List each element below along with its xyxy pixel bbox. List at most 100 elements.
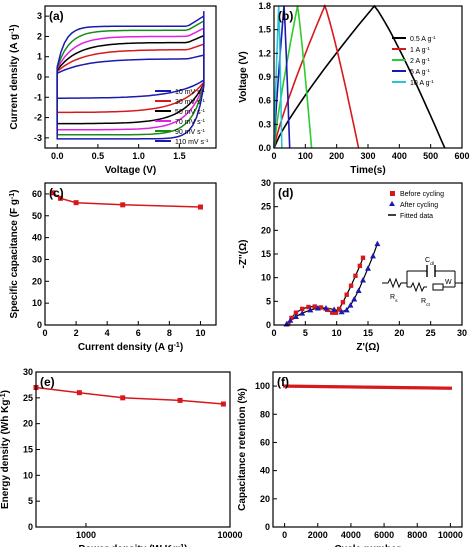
retention-point (436, 386, 440, 390)
retention-point (302, 384, 306, 388)
legend-entry: Fitted data (400, 213, 433, 220)
y-tick-label: 40 (32, 233, 42, 243)
retention-point (355, 385, 359, 389)
retention-point (448, 386, 452, 390)
retention-point (314, 384, 318, 389)
x-tick-label: 5 (303, 328, 308, 338)
before-cycling-point (289, 315, 294, 321)
after-cycling-point (351, 295, 358, 302)
y-tick-label: 30 (261, 178, 271, 188)
after-cycling-point (307, 306, 314, 313)
before-cycling-point (318, 305, 324, 310)
legend-entry: 5 A g-1 (410, 68, 430, 77)
x-tick-label: 0 (42, 328, 47, 338)
retention-point (362, 385, 366, 389)
x-tick-label: 10000 (217, 530, 242, 540)
y-tick-label: 1.2 (258, 48, 271, 58)
retention-point (299, 384, 304, 388)
legend-entry: 10 mV s-1 (175, 88, 205, 97)
y-axis-label: Energy density (Wh Kg-1) (0, 390, 11, 509)
cdl-label: Cdl (425, 257, 434, 267)
y-tick-label: 15 (23, 445, 33, 455)
retention-point (343, 385, 347, 389)
retention-point (369, 385, 373, 389)
retention-point (439, 386, 443, 390)
retention-point (374, 385, 378, 389)
y-tick-label: 0 (37, 72, 42, 82)
retention-point (379, 385, 383, 389)
legend-entry: 90 mV s-1 (175, 128, 205, 137)
x-tick-label: 1.0 (132, 151, 145, 161)
retention-point (283, 384, 287, 388)
before-cycling-point (360, 255, 366, 260)
y-tick-label: 0.3 (258, 119, 271, 129)
y-tick-label: 0 (37, 320, 42, 330)
x-tick-label: 0 (271, 328, 276, 338)
x-tick-label: 300 (360, 151, 375, 161)
y-tick-label: 0 (28, 522, 33, 532)
y-tick-label: 20 (260, 494, 270, 504)
y-tick-label: 25 (23, 393, 33, 403)
retention-point (338, 385, 342, 389)
before-cycling-point (344, 292, 349, 297)
retention-point (328, 385, 332, 389)
y-tick-label: 40 (260, 466, 270, 476)
x-tick-label: 200 (329, 151, 344, 161)
retention-point (386, 385, 390, 390)
retention-point (359, 385, 364, 389)
data-point (177, 397, 183, 403)
retention-point (345, 385, 349, 389)
before-cycling-point (300, 306, 305, 312)
plot-frame (44, 5, 217, 149)
retention-point (367, 385, 371, 389)
before-cycling-point (340, 300, 346, 305)
y-tick-label: 5 (266, 296, 271, 306)
retention-point (350, 385, 354, 389)
before-cycling-point (353, 273, 358, 278)
panel-label: (f) (277, 375, 289, 389)
legend-entry: 2 A g-1 (410, 57, 430, 66)
x-tick-label: 25 (426, 328, 436, 338)
cv-loop (56, 41, 205, 114)
x-tick-label: 10 (332, 328, 342, 338)
y-tick-label: 3 (37, 11, 42, 21)
data-point (58, 195, 64, 201)
chart-panel-a: 10 mV s-130 mV s-150 mV s-170 mV s-190 m… (9, 5, 217, 176)
retention-point (309, 384, 313, 389)
y-tick-label: 30 (23, 367, 33, 377)
after-cycling-point (287, 317, 294, 323)
after-cycling-point (314, 304, 321, 311)
y-tick-label: 1 (37, 52, 42, 62)
y-tick-label: 60 (32, 189, 42, 199)
x-axis-label: Cycle number (334, 544, 400, 547)
legend-entry: 30 mV s-1 (175, 98, 205, 107)
retention-point (405, 386, 409, 390)
retention-point (424, 386, 428, 390)
legend-entry: 10 A g-1 (410, 79, 434, 88)
cv-loop (56, 32, 205, 125)
chart-panel-c: 0 2 4 6 8 10 0 10 20 30 40 50 60 Current density (A g… (9, 182, 217, 353)
retention-point (443, 386, 448, 390)
panel-label: (b) (278, 9, 293, 23)
panel-label: (c) (49, 186, 64, 200)
legend-entry: 50 mV s-1 (175, 108, 205, 117)
retention-point (410, 386, 414, 390)
x-tick-label: 0 (282, 530, 287, 540)
retention-point (383, 385, 388, 389)
retention-point (371, 385, 376, 389)
x-tick-label: 6 (136, 328, 141, 338)
y-tick-label: 0.9 (258, 72, 271, 82)
y-tick-label: 50 (32, 211, 42, 221)
y-tick-label: -2 (34, 113, 42, 123)
chart-panel-f: 0 2000 4000 6000 8000 10000 0 20 40 60 80 100 Cycle … (237, 371, 463, 547)
rs-resistor (382, 277, 407, 289)
cv-loop (56, 24, 205, 131)
plot-frame (272, 371, 463, 528)
after-cycling-point (347, 302, 354, 308)
y-tick-label: 10 (23, 470, 33, 480)
rct-label: Rct (421, 298, 431, 308)
x-tick-label: 4 (105, 328, 110, 338)
retention-point (403, 386, 407, 390)
y-tick-label: 20 (23, 419, 33, 429)
